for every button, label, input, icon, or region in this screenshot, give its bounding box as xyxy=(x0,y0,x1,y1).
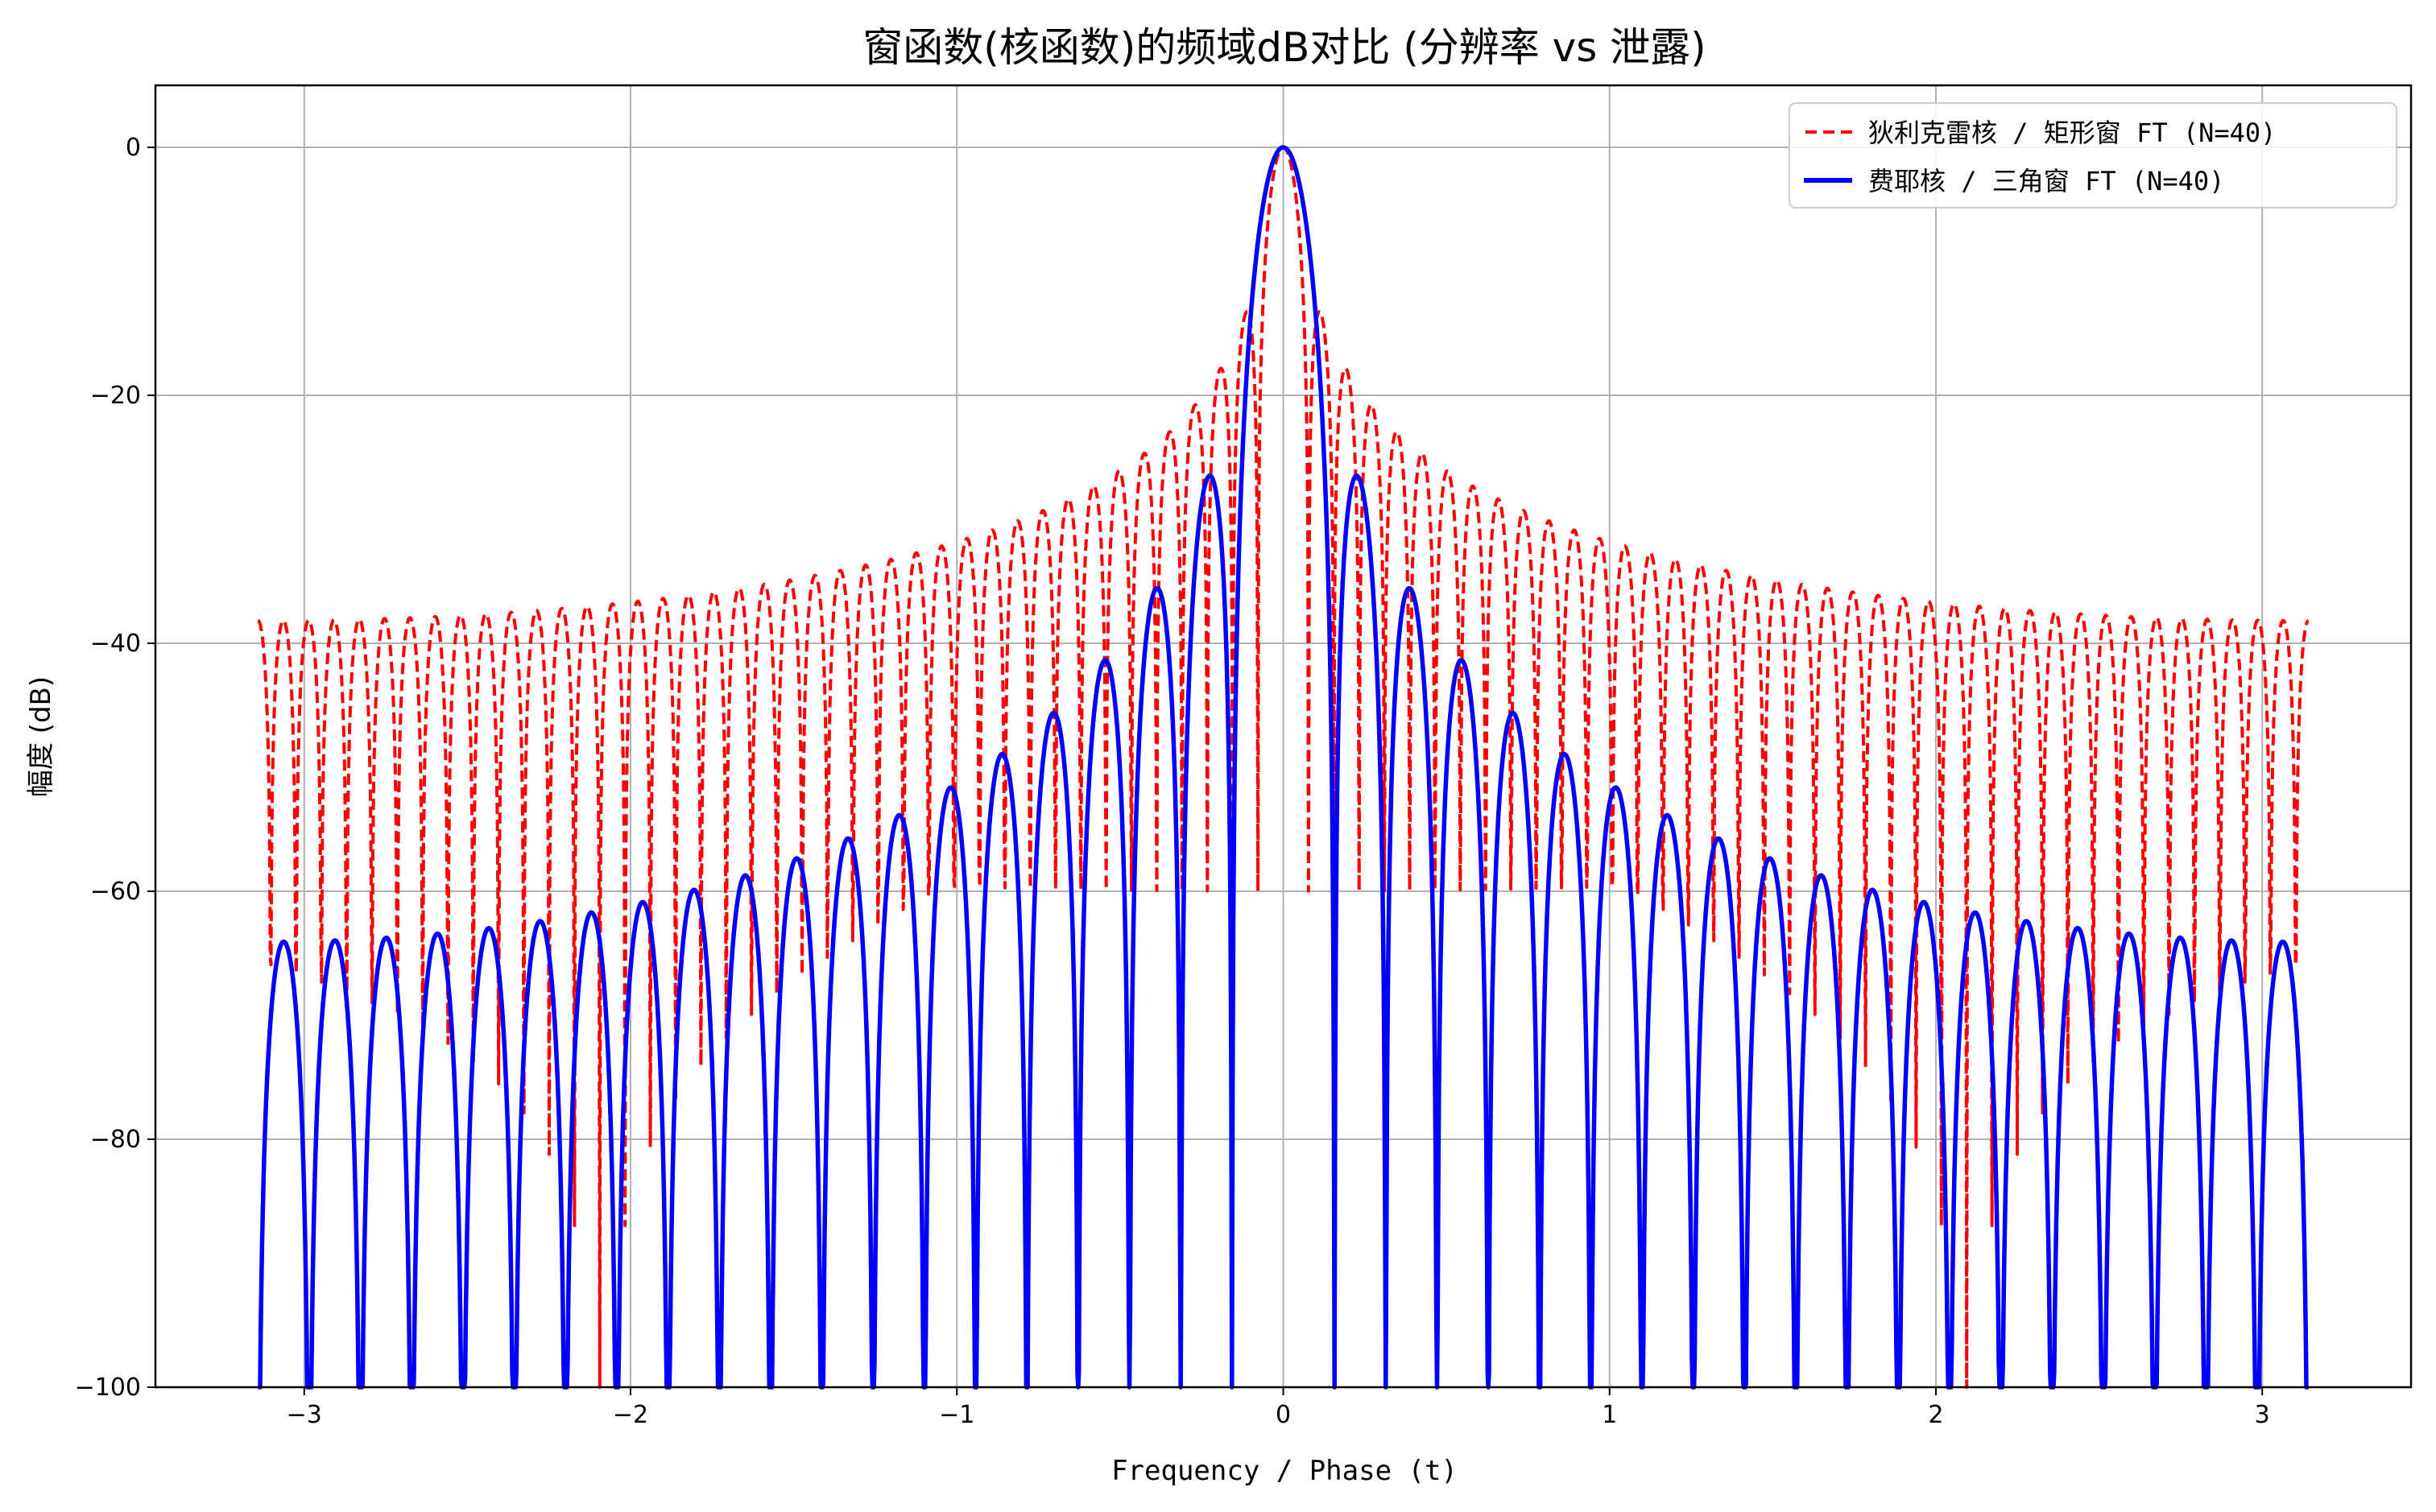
chart-title: 窗函数(核函数)的频域dB对比 (分辨率 vs 泄露) xyxy=(862,24,1706,71)
x-tick-label: 3 xyxy=(2255,1401,2270,1429)
x-tick-label: −2 xyxy=(613,1401,648,1429)
legend-label-fejer: 费耶核 / 三角窗 FT (N=40) xyxy=(1868,166,2224,196)
grid xyxy=(155,85,2411,1388)
y-axis: 0 −20 −40 −60 −80 −100 xyxy=(75,134,155,1402)
x-tick-label: −3 xyxy=(287,1401,322,1429)
x-tick-label: −1 xyxy=(939,1401,974,1429)
legend-box xyxy=(1789,102,2397,209)
y-tick-label: −60 xyxy=(90,878,141,906)
x-tick-label: 1 xyxy=(1602,1401,1617,1429)
y-tick-label: −80 xyxy=(90,1126,141,1154)
x-axis-label: Frequency / Phase (t) xyxy=(1111,1455,1458,1487)
x-tick-label: 0 xyxy=(1276,1401,1291,1429)
y-axis-label: 幅度 (dB) xyxy=(25,676,57,797)
y-tick-label: −100 xyxy=(75,1374,141,1402)
legend: 狄利克雷核 / 矩形窗 FT (N=40) 费耶核 / 三角窗 FT (N=40… xyxy=(1789,102,2397,209)
x-axis: −3 −2 −1 0 1 2 3 xyxy=(287,1387,2270,1429)
y-tick-label: −20 xyxy=(90,382,141,410)
y-tick-label: −40 xyxy=(90,630,141,658)
legend-label-dirichlet: 狄利克雷核 / 矩形窗 FT (N=40) xyxy=(1868,118,2276,148)
x-tick-label: 2 xyxy=(1928,1401,1943,1429)
series-line-fejer xyxy=(256,145,2310,1390)
y-tick-label: 0 xyxy=(126,134,141,162)
